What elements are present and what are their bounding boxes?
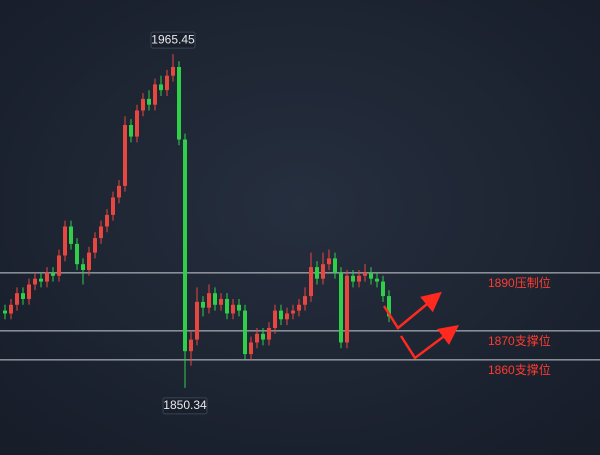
candle-body [345, 275, 349, 343]
candle-body [225, 298, 229, 314]
candle-body [375, 278, 379, 282]
candle-body [243, 310, 247, 355]
candle-body [189, 339, 193, 352]
candle-body [279, 310, 283, 320]
arrows [382, 291, 459, 360]
candle-body [129, 124, 133, 137]
candle-body [357, 275, 361, 282]
candle-body [333, 258, 337, 273]
candle-body [237, 304, 241, 311]
candle-body [183, 139, 187, 352]
candle-body [51, 272, 55, 276]
candle-body [99, 226, 103, 239]
arrow [399, 325, 459, 360]
candle-body [147, 98, 151, 105]
candle-body [9, 304, 13, 314]
candle-body [39, 278, 43, 282]
candle-body [267, 327, 271, 340]
candle-body [69, 226, 73, 244]
candle-body [105, 214, 109, 227]
levels: 1890压制位 1870支撑位 1860支撑位 [0, 272, 600, 377]
level-label: 1860支撑位 [488, 362, 551, 377]
candle-body [297, 304, 301, 311]
candle-body [387, 296, 391, 317]
candle-body [207, 293, 211, 308]
candle-body [285, 313, 289, 320]
level-label: 1890压制位 [488, 275, 551, 290]
arrow [382, 291, 442, 330]
candle-body [117, 185, 121, 198]
candles [3, 54, 391, 388]
candle-body [309, 267, 313, 297]
candle-body [363, 272, 367, 276]
annotation-box [162, 397, 208, 415]
candle-body [273, 310, 277, 328]
annotation-label: 1850.34 [163, 398, 207, 412]
candle-body [231, 304, 235, 314]
candle-body [351, 275, 355, 282]
candle-body [213, 293, 217, 305]
candle-body [165, 75, 169, 91]
candle-body [171, 66, 175, 76]
candle-body [159, 84, 163, 91]
candle-body [45, 272, 49, 282]
candle-body [339, 272, 343, 343]
candle-body [87, 252, 91, 270]
candle-body [75, 243, 79, 265]
candle-body [291, 310, 295, 314]
candle-body [327, 258, 331, 265]
candle-body [315, 267, 319, 279]
candle-body [15, 293, 19, 305]
level-label: 1870支撑位 [488, 333, 551, 348]
candle-body [369, 272, 373, 279]
candle-body [201, 301, 205, 308]
candle-body [21, 293, 25, 299]
annotation-box [150, 31, 196, 49]
candle-body [195, 301, 199, 340]
candle-body [81, 264, 85, 270]
candle-body [57, 255, 61, 276]
candle-body [249, 342, 253, 355]
candle-body [63, 226, 67, 256]
candle-body [93, 238, 97, 253]
candle-body [255, 333, 259, 343]
candle-body [3, 310, 7, 314]
candle-body [111, 197, 115, 215]
candle-body [219, 298, 223, 305]
annotations: 1965.45 1850.34 [150, 31, 208, 415]
candle-body [321, 264, 325, 279]
candle-body [141, 98, 145, 111]
candle-body [27, 284, 31, 299]
candle-body [135, 110, 139, 137]
candle-body [33, 278, 37, 285]
candle-body [381, 281, 385, 297]
candle-body [153, 84, 157, 105]
candle-body [261, 333, 265, 340]
annotation-label: 1965.45 [151, 32, 195, 46]
candle-body [303, 296, 307, 305]
candle-body [177, 66, 181, 140]
candle-body [123, 124, 127, 186]
